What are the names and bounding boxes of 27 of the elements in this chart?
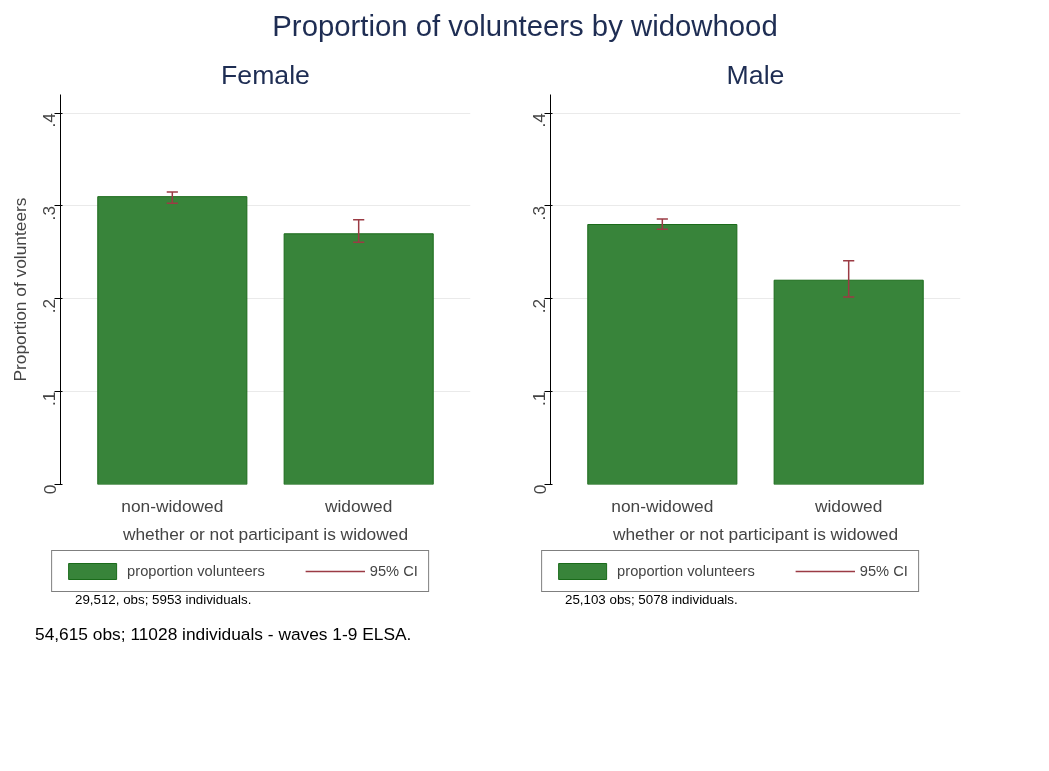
text: 95% CI xyxy=(369,562,418,579)
y-tick-label: .1 xyxy=(39,391,60,406)
legend-label: proportion volunteers xyxy=(617,562,755,579)
y-tick-label: .2 xyxy=(529,298,550,314)
text: 95% CI xyxy=(859,562,908,579)
chart-subtitle: Female xyxy=(221,59,310,90)
y-tick-label: .1 xyxy=(529,391,550,406)
text: 25,103 obs; 5078 individuals. xyxy=(565,590,738,609)
x-tick-label: widowed xyxy=(813,495,883,516)
y-tick-label: .4 xyxy=(529,112,550,128)
y-axis-title: Proportion of volunteers xyxy=(9,197,30,382)
x-tick-label: widowed xyxy=(323,495,393,516)
x-tick-label: non-widowed xyxy=(121,495,224,516)
x-axis-title: whether or not participant is widowed xyxy=(611,523,899,544)
y-tick-label: .2 xyxy=(39,298,60,314)
y-tick-label: 0 xyxy=(529,484,550,495)
legend-label: proportion volunteers xyxy=(127,562,265,579)
x-axis-title: whether or not participant is widowed xyxy=(121,523,409,544)
y-tick-label: .4 xyxy=(39,112,60,128)
text: 54,615 obs; 11028 individuals - waves 1-9 ELSA. xyxy=(35,622,412,646)
y-tick-label: .3 xyxy=(529,205,550,221)
y-tick-label: .3 xyxy=(39,205,60,221)
chart-title: Proportion of volunteers by widowhood xyxy=(272,8,778,44)
text: 29,512, obs; 5953 individuals. xyxy=(75,590,252,609)
chart-subtitle: Male xyxy=(726,59,785,90)
y-tick-label: 0 xyxy=(39,484,60,495)
x-tick-label: non-widowed xyxy=(611,495,714,516)
